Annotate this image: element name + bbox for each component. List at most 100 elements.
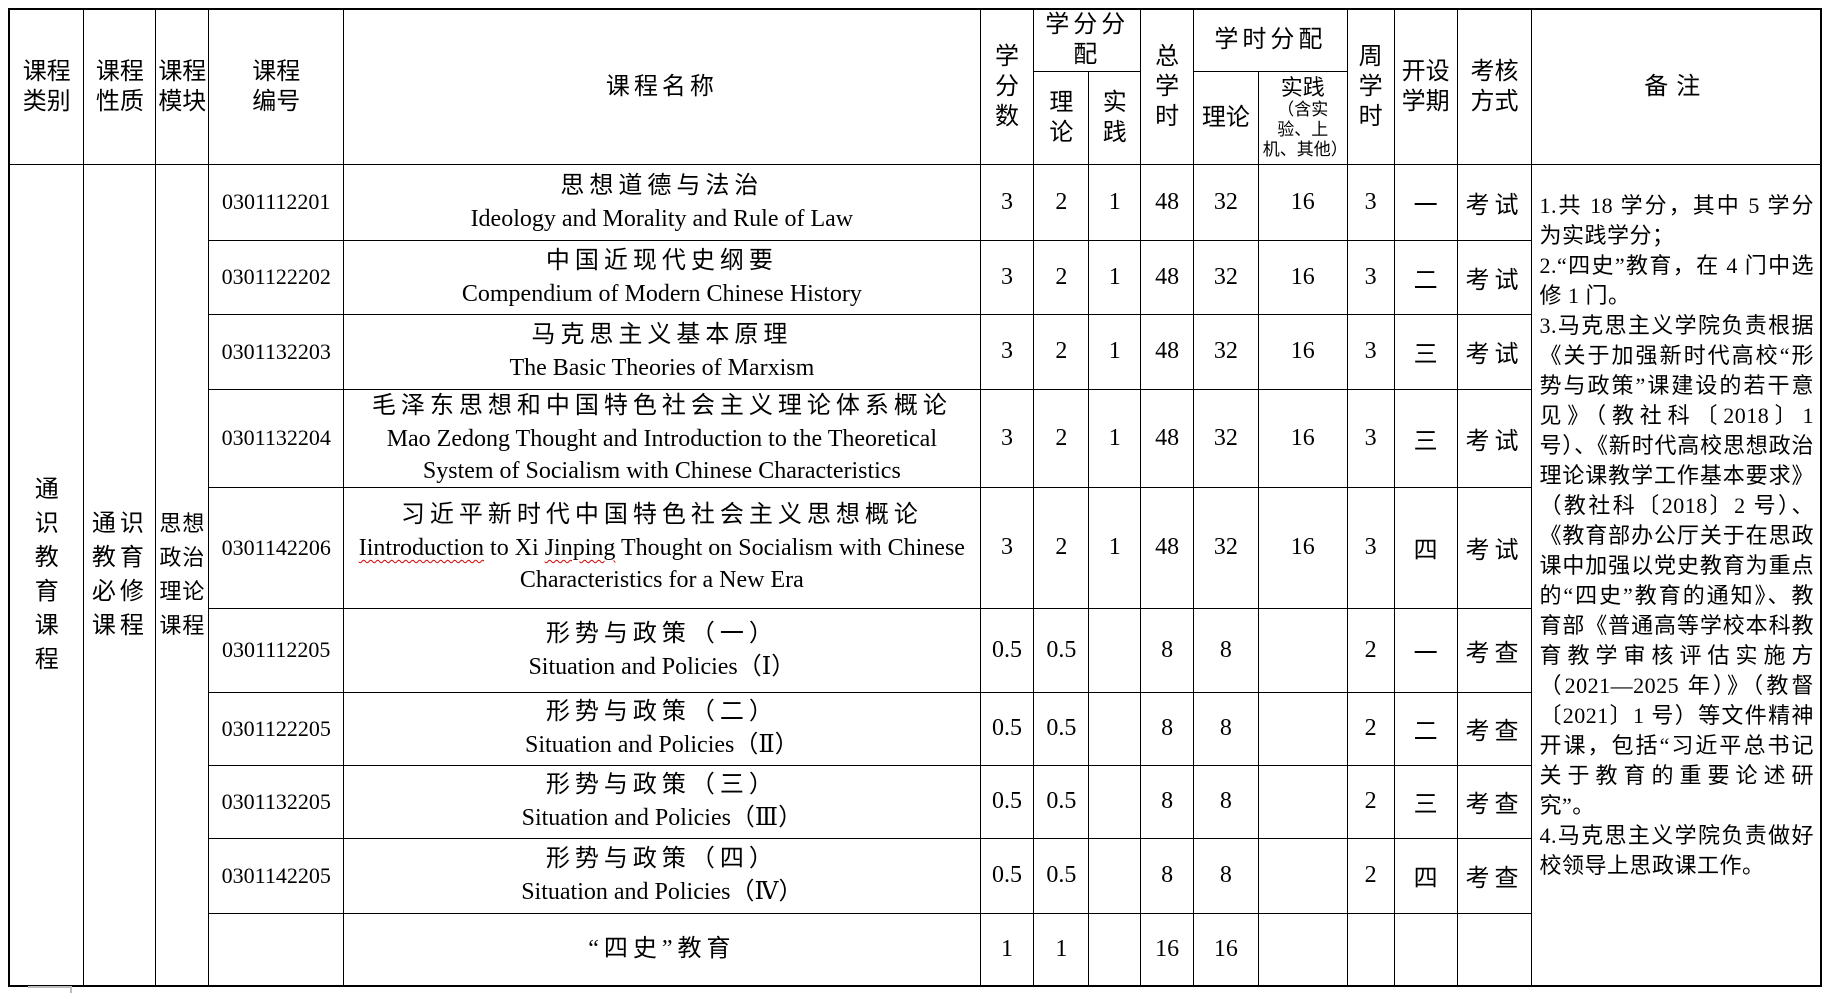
assessment-cell: 考查 — [1456, 691, 1533, 766]
credit-practice-cell — [1088, 837, 1142, 914]
course-name-zh: 马克思主义基本原理 — [531, 322, 793, 348]
credit-practice-cell: 1 — [1088, 239, 1142, 315]
hours-practice-cell: 16 — [1257, 163, 1348, 241]
credit-theory-cell: 2 — [1033, 486, 1090, 609]
table-row: 0301112205 形势与政策（一） Situation and Polici… — [9, 607, 1821, 693]
credit-practice-cell — [1088, 764, 1142, 839]
semester-cell: 二 — [1393, 691, 1458, 766]
col-header-assessment: 考核方式 — [1456, 8, 1533, 165]
course-name-zh: “四史”教育 — [588, 935, 736, 962]
curriculum-table: 课程类别 课程性质 课程模块 课程编号 课程名称 学分数 学分分配 总学时 学时… — [8, 8, 1822, 987]
total-hours-cell: 8 — [1140, 764, 1194, 839]
hours-theory-cell: 32 — [1193, 486, 1259, 609]
hours-theory-cell: 8 — [1193, 607, 1259, 693]
course-name-en: Mao Zedong Thought and Introduction to t… — [386, 425, 937, 484]
assessment-cell: 考查 — [1456, 764, 1533, 839]
credits-cell: 0.5 — [979, 837, 1035, 914]
course-name-cell: 形势与政策（二） Situation and Policies（Ⅱ） — [343, 691, 981, 766]
table-row: 通识教育课程 通识教育必修课程 思想政治理论课程 0301112201 思想道德… — [8, 163, 1822, 987]
credit-practice-cell: 1 — [1088, 486, 1142, 609]
total-hours-cell: 8 — [1140, 691, 1194, 766]
assessment-cell — [1456, 912, 1533, 987]
weekly-hours-cell: 3 — [1346, 239, 1395, 315]
semester-cell — [1393, 912, 1458, 987]
credits-cell: 3 — [979, 388, 1035, 488]
course-name-zh: 毛泽东思想和中国特色社会主义理论体系概论 — [371, 392, 952, 419]
col-header-course-module: 课程模块 — [155, 8, 210, 165]
course-code-cell: 0301112205 — [208, 607, 345, 693]
semester-cell: 三 — [1393, 313, 1458, 390]
course-name-cell: “四史”教育 — [343, 912, 981, 987]
table-row: 0301142205 形势与政策（四） Situation and Polici… — [9, 837, 1821, 914]
hours-theory-cell: 8 — [1193, 837, 1259, 914]
course-module-group-cell: 思想政治理论课程 — [155, 163, 210, 987]
table-row: 0301132203 马克思主义基本原理 The Basic Theories … — [9, 313, 1821, 390]
course-code-cell: 0301122202 — [208, 239, 345, 315]
col-header-semester: 开设学期 — [1393, 8, 1458, 165]
course-name-zh: 形势与政策（三） — [545, 772, 778, 798]
credit-theory-cell: 2 — [1033, 388, 1090, 488]
table-row: 0301132205 形势与政策（三） Situation and Polici… — [9, 764, 1821, 839]
hours-practice-cell — [1257, 912, 1348, 987]
course-code-cell: 0301142205 — [208, 837, 345, 914]
course-name-en: Situation and Policies（Ⅲ） — [521, 805, 803, 831]
hours-practice-cell — [1257, 607, 1348, 693]
course-name-cell: 习近平新时代中国特色社会主义思想概论 Iintroduction to Xi J… — [343, 486, 981, 609]
page-fragment-line — [70, 986, 72, 993]
page-fragment-line — [28, 986, 72, 988]
course-name-en: Situation and Policies（Ⅰ） — [528, 653, 796, 680]
semester-cell: 一 — [1393, 163, 1458, 241]
credit-practice-cell: 1 — [1088, 313, 1142, 390]
table-row: 0301142206 习近平新时代中国特色社会主义思想概论 Iintroduct… — [9, 486, 1821, 609]
credits-cell: 0.5 — [979, 764, 1035, 839]
weekly-hours-cell: 2 — [1346, 764, 1395, 839]
total-hours-cell: 8 — [1140, 837, 1194, 914]
total-hours-cell: 16 — [1140, 912, 1194, 987]
total-hours-cell: 48 — [1140, 388, 1194, 488]
col-header-course-code: 课程编号 — [208, 8, 345, 165]
col-header-credit-theory: 理论 — [1033, 70, 1090, 165]
total-hours-cell: 48 — [1140, 239, 1194, 315]
assessment-cell: 考试 — [1456, 388, 1533, 488]
credit-theory-cell: 0.5 — [1033, 764, 1090, 839]
course-code-cell: 0301132205 — [208, 764, 345, 839]
course-code-cell: 0301132203 — [208, 313, 345, 390]
col-header-course-name: 课程名称 — [343, 8, 981, 165]
course-name-zh: 习近平新时代中国特色社会主义思想概论 — [400, 502, 923, 528]
col-header-credits: 学分数 — [979, 8, 1035, 165]
course-name-zh: 形势与政策（一） — [545, 620, 778, 647]
course-name-zh: 思想道德与法治 — [560, 172, 764, 199]
credits-cell: 0.5 — [979, 607, 1035, 693]
table-row: 0301122205 形势与政策（二） Situation and Polici… — [9, 691, 1821, 766]
course-name-en: Iintroduction to Xi Jinping Thought on S… — [358, 535, 965, 593]
misspelled-word: Iintroduction — [358, 535, 485, 561]
hours-theory-cell: 32 — [1193, 163, 1259, 241]
course-category-group-cell: 通识教育课程 — [8, 163, 85, 987]
course-name-cell: 马克思主义基本原理 The Basic Theories of Marxism — [343, 313, 981, 390]
hours-theory-cell: 8 — [1193, 691, 1259, 766]
course-name-cell: 形势与政策（一） Situation and Policies（Ⅰ） — [343, 607, 981, 693]
col-header-course-category: 课程类别 — [8, 8, 85, 165]
credit-theory-cell: 2 — [1033, 313, 1090, 390]
credit-practice-cell: 1 — [1088, 163, 1142, 241]
hours-theory-cell: 16 — [1193, 912, 1259, 987]
credit-theory-cell: 0.5 — [1033, 837, 1090, 914]
weekly-hours-cell: 2 — [1346, 607, 1395, 693]
col-header-remarks: 备注 — [1531, 8, 1822, 165]
course-name-zh: 形势与政策（四） — [545, 846, 778, 872]
course-code-cell: 0301122205 — [208, 691, 345, 766]
hours-practice-cell — [1257, 764, 1348, 839]
course-name-en: The Basic Theories of Marxism — [509, 355, 815, 381]
hours-theory-cell: 32 — [1193, 388, 1259, 488]
weekly-hours-cell: 3 — [1346, 313, 1395, 390]
course-name-cell: 形势与政策（三） Situation and Policies（Ⅲ） — [343, 764, 981, 839]
course-nature-group-cell: 通识教育必修课程 — [83, 163, 157, 987]
credit-practice-cell — [1088, 607, 1142, 693]
remarks-cell: 1.共 18 学分，其中 5 学分为实践学分； 2.“四史”教育，在 4 门中选… — [1531, 163, 1822, 987]
misspelled-word: Jinping — [544, 535, 616, 561]
semester-cell: 四 — [1393, 837, 1458, 914]
weekly-hours-cell: 3 — [1346, 486, 1395, 609]
credit-practice-cell: 1 — [1088, 388, 1142, 488]
table-row: 0301132204 毛泽东思想和中国特色社会主义理论体系概论 Mao Zedo… — [9, 388, 1821, 488]
col-header-hours-theory: 理论 — [1193, 70, 1259, 165]
